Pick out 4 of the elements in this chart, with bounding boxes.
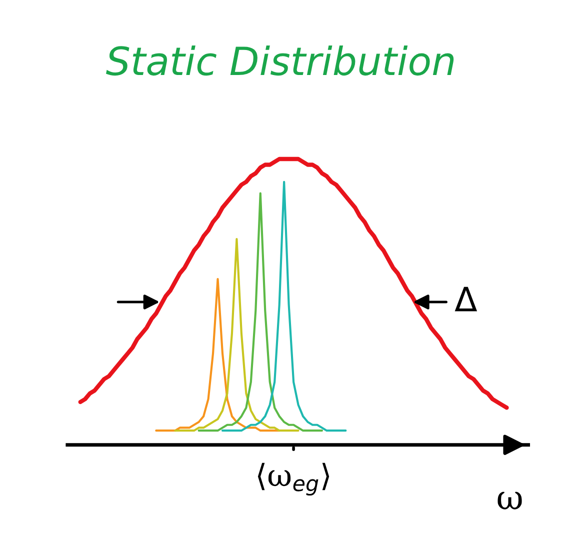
chart-title: Static Distribution [106, 45, 454, 76]
x-axis-title: ω [498, 492, 522, 510]
annotation: Δ [454, 286, 478, 312]
text: ⟨ω$_{eg}$⟩ [258, 462, 330, 496]
